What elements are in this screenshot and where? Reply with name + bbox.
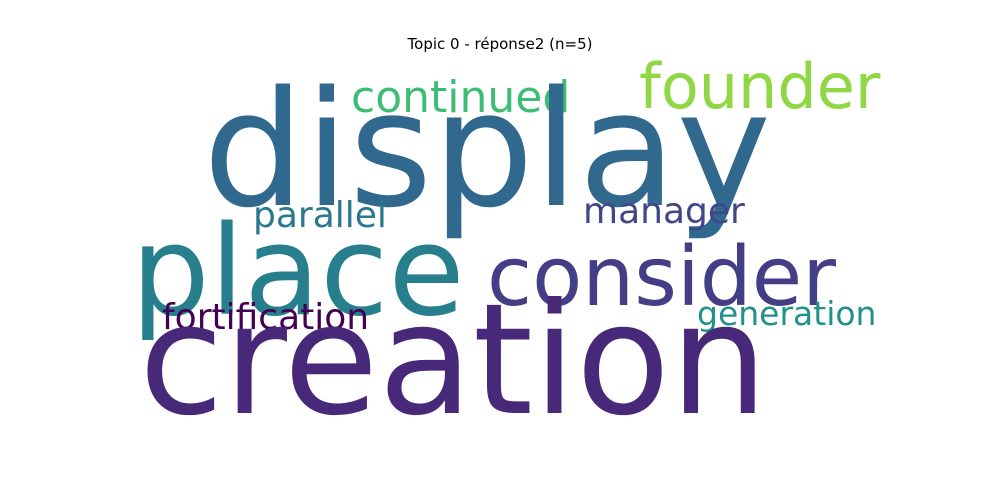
- word-manager: manager: [583, 191, 745, 232]
- word-founder: founder: [639, 50, 881, 123]
- word-continued: continued: [351, 72, 571, 123]
- word-creation: creation: [139, 271, 768, 450]
- word-cloud: continued founder display parallel manag…: [125, 56, 880, 450]
- word-parallel: parallel: [253, 195, 387, 236]
- word-fortification: fortification: [162, 297, 370, 338]
- word-consider: consider: [487, 230, 836, 325]
- chart-title: Topic 0 - réponse2 (n=5): [407, 35, 593, 53]
- word-place: place: [131, 200, 465, 344]
- word-generation: generation: [697, 294, 877, 333]
- word-display: display: [203, 56, 772, 243]
